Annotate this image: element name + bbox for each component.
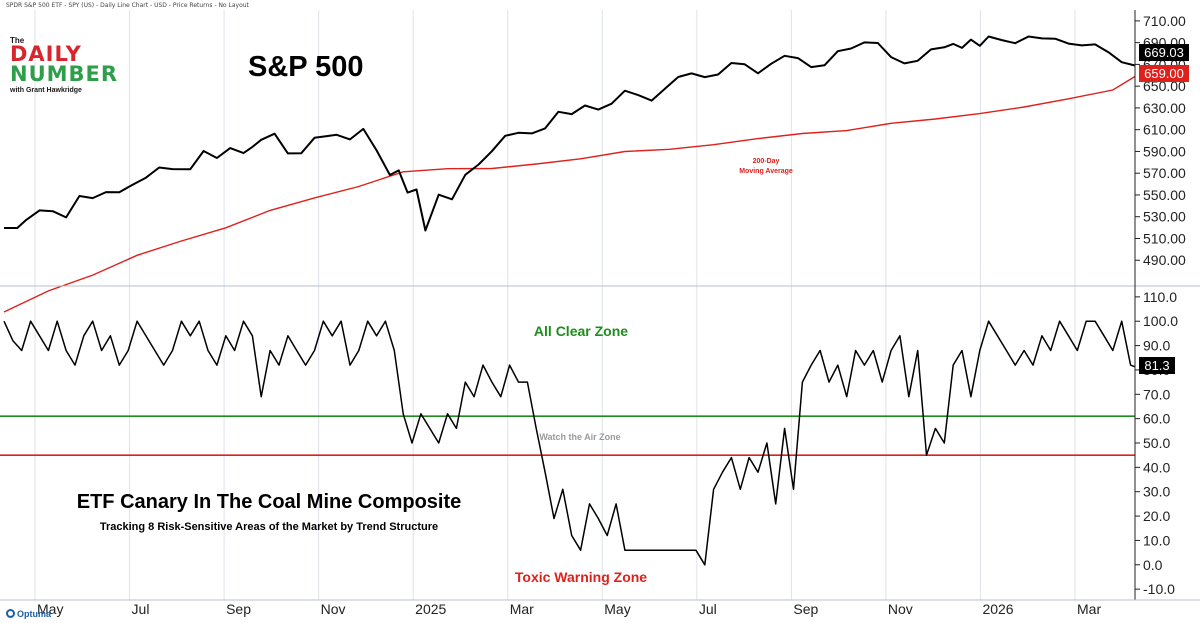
x-tick-label: 2025 <box>415 601 446 617</box>
x-tick-label: 2026 <box>982 601 1013 617</box>
x-tick-label: May <box>37 601 63 617</box>
logo-the: The <box>10 36 25 45</box>
composite-y-tick-label: 110.0 <box>1143 289 1177 305</box>
daily-number-logo: The DAILY NUMBER with Grant Hawkridge <box>10 36 130 96</box>
price-y-tick-label: 570.00 <box>1143 165 1186 181</box>
x-tick-label: May <box>604 601 630 617</box>
price-y-tick-label: 550.00 <box>1143 187 1186 203</box>
x-tick-label: Sep <box>793 601 818 617</box>
price-y-tick-label: 710.00 <box>1143 13 1186 29</box>
composite-y-tick-label: 10.0 <box>1143 532 1170 548</box>
composite-y-tick-label: 30.0 <box>1143 484 1170 500</box>
composite-y-tick-label: 70.0 <box>1143 386 1170 402</box>
series-layer <box>3 35 1136 566</box>
composite-badge: 81.3 <box>1139 357 1175 374</box>
logo-with: with Grant Hawkridge <box>10 87 82 94</box>
x-tick-label: Jul <box>132 601 150 617</box>
ma-label-line2: Moving Average <box>739 168 793 175</box>
composite-subtitle: Tracking 8 Risk-Sensitive Areas of the M… <box>100 521 438 533</box>
composite-y-tick-label: 90.0 <box>1143 338 1170 354</box>
optuma-label: Optuma <box>17 609 52 619</box>
ma-badge: 659.00 <box>1139 65 1189 82</box>
zone-watch-air: Watch the Air Zone <box>539 432 620 442</box>
logo-number: NUMBER <box>10 62 119 86</box>
composite-y-tick-label: 60.0 <box>1143 411 1170 427</box>
composite-y-tick-label: -10.0 <box>1143 581 1175 597</box>
zone-all-clear: All Clear Zone <box>534 323 628 339</box>
price-y-tick-label: 510.00 <box>1143 230 1186 246</box>
price-y-tick-label: 630.00 <box>1143 100 1186 116</box>
x-tick-label: Nov <box>321 601 346 617</box>
price-y-tick-label: 590.00 <box>1143 143 1186 159</box>
grid-layer <box>34 10 1076 600</box>
zone-toxic: Toxic Warning Zone <box>515 569 647 585</box>
price-badge: 669.03 <box>1139 44 1189 61</box>
ma-badge-label: 659.00 <box>1144 66 1184 81</box>
composite-y-tick-label: 100.0 <box>1143 313 1178 329</box>
x-tick-label: Nov <box>888 601 913 617</box>
price-y-tick-label: 650.00 <box>1143 78 1186 94</box>
ma-200-line <box>3 75 1136 313</box>
x-tick-label: Jul <box>699 601 717 617</box>
composite-y-tick-label: 20.0 <box>1143 508 1170 524</box>
price-y-tick-label: 530.00 <box>1143 209 1186 225</box>
optuma-brand: Optuma <box>6 609 51 619</box>
spy-price-line <box>4 35 1136 232</box>
ma-label-line1: 200-Day <box>753 158 780 165</box>
optuma-logo-icon <box>6 609 15 618</box>
composite-y-tick-label: 50.0 <box>1143 435 1170 451</box>
x-tick-label: Mar <box>1077 601 1101 617</box>
reference-lines <box>0 415 1135 456</box>
composite-line <box>3 320 1136 566</box>
chart-header: SPDR S&P 500 ETF - SPY (US) - Daily Line… <box>6 2 249 9</box>
x-tick-label: Sep <box>226 601 251 617</box>
x-tick-label: Mar <box>510 601 534 617</box>
price-y-tick-label: 490.00 <box>1143 252 1186 268</box>
composite-y-tick-label: 40.0 <box>1143 459 1170 475</box>
price-badge-label: 669.03 <box>1144 45 1184 60</box>
composite-title: ETF Canary In The Coal Mine Composite <box>77 491 462 513</box>
composite-badge-label: 81.3 <box>1144 358 1169 373</box>
composite-y-tick-label: 0.0 <box>1143 557 1163 573</box>
logo-daily: DAILY <box>10 42 82 66</box>
price-y-tick-label: 610.00 <box>1143 122 1186 138</box>
sp500-title: S&P 500 <box>248 51 364 83</box>
